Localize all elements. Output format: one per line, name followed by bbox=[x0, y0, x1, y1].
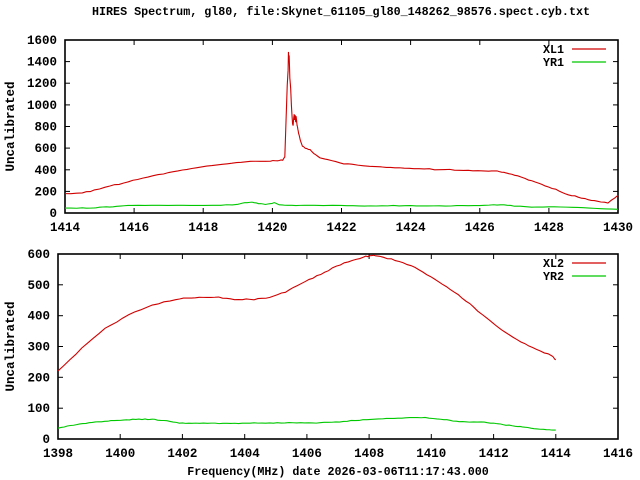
svg-text:Uncalibrated: Uncalibrated bbox=[4, 301, 18, 391]
svg-text:XL2: XL2 bbox=[543, 257, 564, 271]
svg-text:1422: 1422 bbox=[326, 221, 356, 235]
svg-text:0: 0 bbox=[49, 207, 57, 221]
svg-text:1420: 1420 bbox=[257, 221, 287, 235]
svg-text:400: 400 bbox=[27, 310, 50, 324]
svg-text:100: 100 bbox=[27, 402, 50, 416]
svg-text:1406: 1406 bbox=[292, 447, 322, 461]
svg-text:1408: 1408 bbox=[354, 447, 384, 461]
svg-text:1426: 1426 bbox=[465, 221, 495, 235]
svg-text:1000: 1000 bbox=[27, 99, 57, 113]
svg-text:400: 400 bbox=[34, 164, 57, 178]
svg-text:500: 500 bbox=[27, 279, 50, 293]
svg-text:YR1: YR1 bbox=[543, 56, 564, 70]
svg-text:0: 0 bbox=[42, 433, 50, 447]
svg-text:YR2: YR2 bbox=[543, 270, 564, 284]
svg-text:1416: 1416 bbox=[603, 447, 633, 461]
svg-text:1398: 1398 bbox=[43, 447, 73, 461]
svg-text:1424: 1424 bbox=[396, 221, 427, 235]
svg-text:Frequency(MHz) date 2026-03-06: Frequency(MHz) date 2026-03-06T11:17:43.… bbox=[187, 465, 489, 479]
svg-text:1402: 1402 bbox=[167, 447, 197, 461]
svg-text:600: 600 bbox=[34, 142, 57, 156]
svg-text:1600: 1600 bbox=[27, 34, 57, 48]
svg-text:300: 300 bbox=[27, 341, 50, 355]
svg-text:1200: 1200 bbox=[27, 77, 57, 91]
svg-text:HIRES Spectrum, gl80, file:Sky: HIRES Spectrum, gl80, file:Skynet_61105_… bbox=[92, 5, 590, 19]
svg-text:1416: 1416 bbox=[119, 221, 149, 235]
svg-text:1428: 1428 bbox=[534, 221, 564, 235]
svg-text:XL1: XL1 bbox=[543, 43, 564, 57]
svg-text:800: 800 bbox=[34, 121, 57, 135]
svg-text:200: 200 bbox=[27, 371, 50, 385]
svg-text:600: 600 bbox=[27, 248, 50, 262]
svg-text:1414: 1414 bbox=[50, 221, 81, 235]
svg-text:1400: 1400 bbox=[27, 56, 57, 70]
svg-text:1412: 1412 bbox=[479, 447, 509, 461]
svg-text:1414: 1414 bbox=[541, 447, 572, 461]
svg-text:1400: 1400 bbox=[105, 447, 135, 461]
svg-text:200: 200 bbox=[34, 185, 57, 199]
svg-text:Uncalibrated: Uncalibrated bbox=[4, 81, 18, 171]
svg-text:1404: 1404 bbox=[230, 447, 261, 461]
svg-text:1410: 1410 bbox=[416, 447, 446, 461]
svg-text:1430: 1430 bbox=[603, 221, 633, 235]
svg-text:1418: 1418 bbox=[188, 221, 218, 235]
